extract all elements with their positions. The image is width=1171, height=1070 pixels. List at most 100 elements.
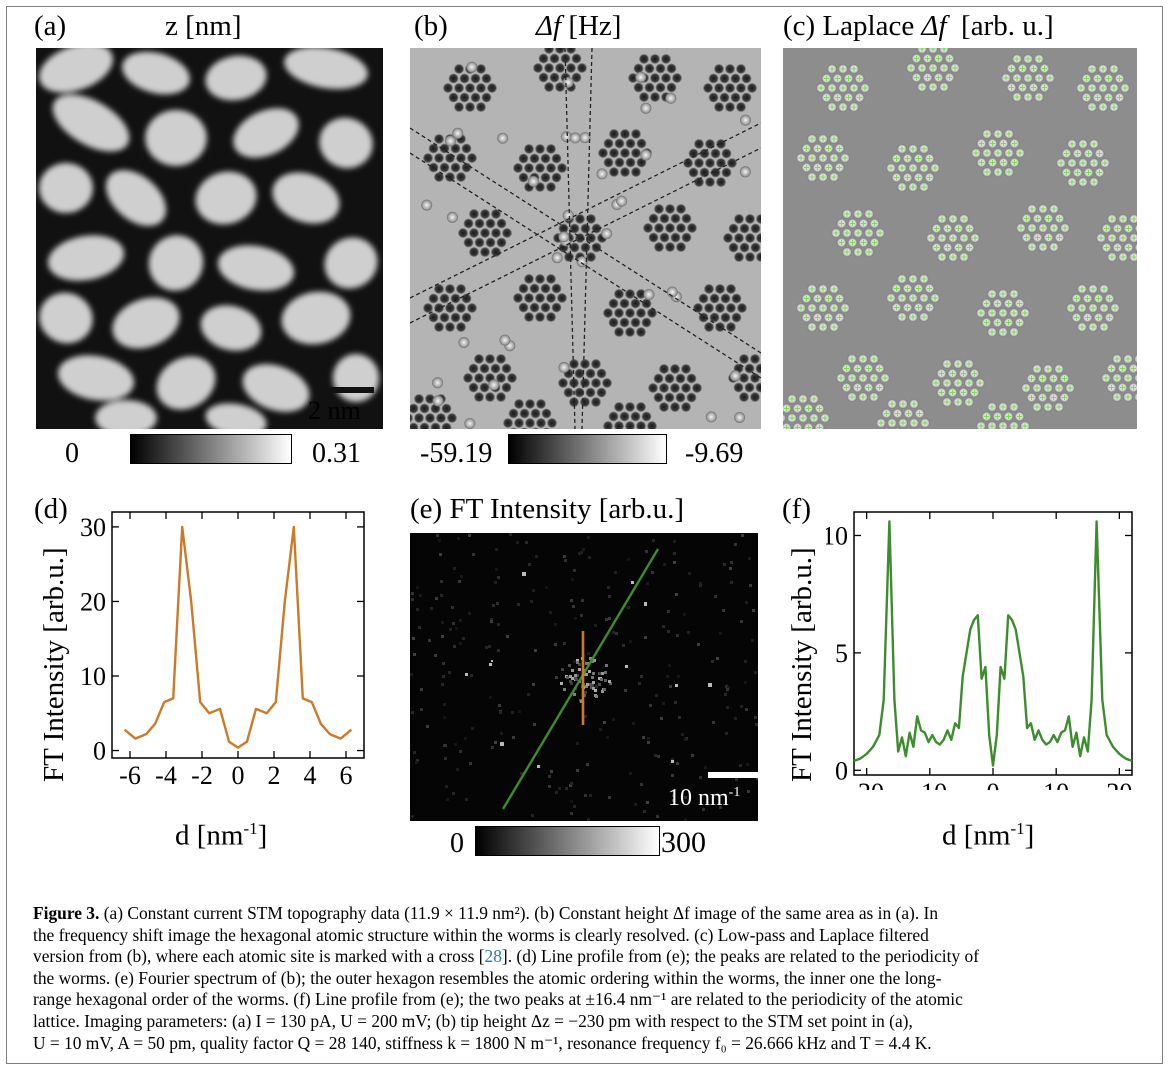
atom-cross-marker: [905, 175, 910, 181]
atom-cross-marker: [866, 230, 872, 236]
ft-noise-pixel: [570, 599, 573, 602]
atom-dark: [636, 138, 647, 149]
plot-frame: [111, 511, 365, 759]
atom-cross-marker: [1034, 366, 1040, 372]
ft-noise-pixel: [411, 815, 414, 818]
ft-noise-pixel: [662, 702, 665, 705]
atom-cross-marker: [1006, 169, 1012, 175]
atom-dark: [468, 382, 479, 393]
atom-dark: [434, 322, 444, 333]
atom-cross-marker: [927, 175, 932, 181]
ft-noise-pixel: [739, 764, 742, 767]
ft-noise-pixel: [570, 782, 573, 785]
y-tick-label: 30: [80, 513, 106, 542]
ft-noise-pixel: [420, 688, 423, 691]
atom-cross-marker: [1086, 170, 1091, 176]
ft-noise-pixel: [607, 586, 610, 589]
atom-dark: [586, 233, 596, 243]
atom-dark: [745, 233, 755, 243]
atom-cross-marker: [1096, 315, 1101, 321]
caption-citation-link[interactable]: 28: [484, 946, 502, 967]
ft-noise-pixel: [722, 609, 725, 612]
atom-dark: [585, 387, 596, 398]
atom-cross-marker: [1103, 375, 1109, 381]
atom-dark: [633, 63, 644, 74]
atom-dark: [670, 383, 680, 393]
atom-cross-marker: [1046, 215, 1051, 221]
atom-cross-marker: [1034, 385, 1040, 391]
atom-dark: [470, 92, 481, 103]
ft-noise-pixel: [699, 584, 702, 587]
atom-dark: [467, 303, 477, 313]
ft-noise-pixel: [674, 701, 677, 704]
panel-f-xlabel-end: ]: [1024, 819, 1035, 852]
atom-cross-marker: [1025, 75, 1031, 81]
atom-cross-marker: [978, 310, 984, 316]
atom-dark: [736, 63, 746, 74]
atom-cross-marker: [806, 405, 811, 411]
atom-cross-marker: [944, 380, 950, 386]
atom-dark: [716, 138, 726, 149]
atom-dark: [487, 83, 497, 93]
atom-dark: [439, 312, 450, 323]
atom-dark: [725, 102, 735, 113]
ft-noise-pixel: [550, 770, 553, 773]
atom-dark: [555, 48, 565, 54]
atom-dark: [531, 427, 540, 429]
atom-dark: [571, 53, 582, 64]
atom-bright: [576, 256, 588, 268]
atom-cross-marker: [809, 305, 815, 311]
ft-noise-pixel: [666, 675, 669, 678]
atom-dark: [654, 242, 664, 253]
ft-noise-pixel: [548, 775, 551, 778]
atom-cross-marker: [1046, 235, 1051, 241]
atom-dark: [450, 312, 461, 323]
atom-dark: [463, 237, 474, 248]
atom-dark: [434, 303, 444, 313]
atom-cross-marker: [888, 295, 894, 301]
atom-cross-marker: [798, 155, 804, 161]
atom-dark: [458, 228, 468, 238]
ft-noise-pixel: [518, 710, 521, 713]
ft-noise-pixel: [443, 716, 446, 719]
atom-cross-marker: [930, 48, 936, 52]
atom-cross-marker: [955, 361, 961, 367]
atom-dark: [719, 92, 730, 103]
atom-dark: [591, 358, 601, 369]
ft-noise-pixel: [581, 599, 584, 602]
atom-dark: [529, 283, 540, 294]
atom-dark: [434, 172, 444, 183]
atom-cross-marker: [1047, 75, 1053, 81]
atom-dark: [639, 53, 649, 64]
ft-center-pixel: [608, 680, 611, 683]
atom-cross-marker: [1080, 160, 1086, 166]
atom-cross-marker: [961, 254, 967, 260]
panel-f-xlabel-main: d [nm: [942, 819, 1011, 852]
atom-cross-marker: [826, 145, 831, 151]
ft-noise-pixel: [494, 581, 497, 584]
atom-cross-marker: [1114, 375, 1120, 381]
atom-cross-marker: [1098, 235, 1104, 241]
atom-cross-marker: [855, 211, 861, 217]
atom-cross-marker: [966, 361, 972, 367]
panel-b-letter: (b): [414, 10, 448, 42]
ft-noise-pixel: [412, 637, 415, 640]
atom-cross-marker: [908, 65, 914, 71]
atom-cross-marker: [1090, 305, 1096, 311]
atom-cross-marker: [894, 285, 899, 291]
atom-dark: [734, 213, 744, 224]
atom-dark: [456, 303, 466, 313]
ft-noise-pixel: [571, 578, 574, 581]
ft-noise-pixel: [488, 645, 491, 648]
atom-cross-marker: [1101, 324, 1107, 330]
atom-dark: [410, 422, 419, 429]
atom-cross-marker: [1020, 85, 1025, 91]
ft-noise-pixel: [647, 737, 650, 740]
atom-cross-marker: [1022, 423, 1028, 429]
atom-dark: [524, 143, 534, 154]
atom-dark: [524, 293, 534, 303]
atom-dark: [575, 213, 585, 224]
atom-dark: [445, 322, 455, 333]
atom-cross-marker: [1024, 235, 1029, 241]
ft-noise-pixel: [470, 674, 473, 677]
